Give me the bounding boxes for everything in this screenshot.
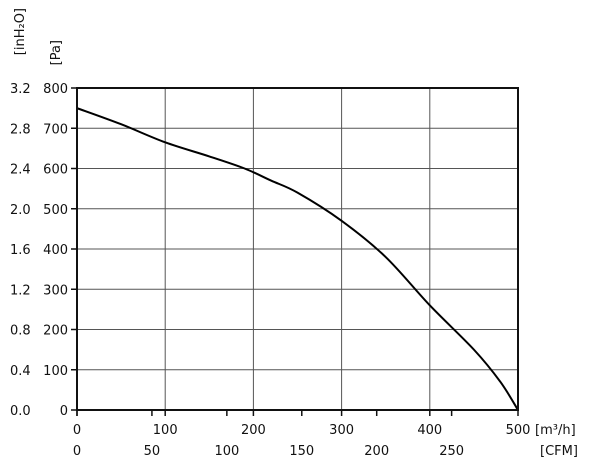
x-tick-label: 200 bbox=[241, 423, 266, 438]
y-tick-label: 600 bbox=[43, 163, 68, 178]
y-tick-label: 300 bbox=[43, 283, 68, 298]
y-tick-label: 700 bbox=[43, 122, 68, 137]
x-tick-label: 300 bbox=[329, 423, 354, 438]
y2-tick-label: 0.8 bbox=[10, 324, 31, 339]
series-line-0 bbox=[76, 107, 519, 411]
x-tick-label: 0 bbox=[73, 423, 81, 438]
x2-tick-label: 100 bbox=[214, 444, 239, 459]
y2-tick-label: 1.2 bbox=[10, 283, 31, 298]
series-layer bbox=[76, 107, 519, 411]
y-tick-label: 500 bbox=[43, 203, 68, 218]
x-unit-label: [m³/h] bbox=[535, 423, 576, 438]
y2-tick-label: 2.8 bbox=[10, 122, 31, 137]
grid-lines bbox=[76, 87, 519, 411]
x2-tick-label: 50 bbox=[144, 444, 161, 459]
y-tick-label: 800 bbox=[43, 82, 68, 97]
y2-tick-label: 0.4 bbox=[10, 364, 31, 379]
y-tick-label: 0 bbox=[60, 404, 68, 419]
y2-tick-label: 2.4 bbox=[10, 163, 31, 178]
x2-unit-label: [CFM] bbox=[540, 444, 578, 459]
y2-tick-label: 3.2 bbox=[10, 82, 31, 97]
x2-tick-label: 150 bbox=[289, 444, 314, 459]
x2-tick-label: 250 bbox=[439, 444, 464, 459]
y-tick-label: 400 bbox=[43, 243, 68, 258]
y-unit-label: [Pa] bbox=[49, 40, 64, 65]
x-tick-label: 400 bbox=[417, 423, 442, 438]
axis-labels: 01002003004005006007008000.00.40.81.21.6… bbox=[10, 8, 578, 459]
y2-tick-label: 2.0 bbox=[10, 203, 31, 218]
y-tick-label: 200 bbox=[43, 324, 68, 339]
y2-unit-label: [inH₂O] bbox=[13, 8, 28, 55]
y-tick-label: 100 bbox=[43, 364, 68, 379]
x2-tick-label: 200 bbox=[364, 444, 389, 459]
x-tick-label: 100 bbox=[153, 423, 178, 438]
y2-tick-label: 1.6 bbox=[10, 243, 31, 258]
y2-tick-label: 0.0 bbox=[10, 404, 31, 419]
x-tick-label: 500 bbox=[506, 423, 531, 438]
x2-tick-label: 0 bbox=[73, 444, 81, 459]
plot-frame bbox=[71, 87, 519, 416]
